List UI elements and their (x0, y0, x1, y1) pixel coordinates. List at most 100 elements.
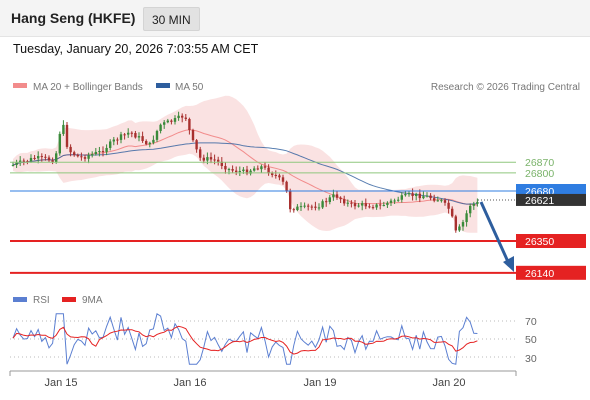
candle-body (206, 157, 209, 161)
candle-body (263, 166, 267, 168)
candle-body (148, 142, 151, 145)
forecast-arrow (479, 201, 514, 272)
candle-body (339, 197, 342, 200)
candle-body (80, 156, 83, 158)
candle-body (436, 200, 439, 202)
candle-body (65, 124, 69, 147)
candle-body (83, 157, 87, 159)
candle-body (15, 162, 18, 165)
candle-body (353, 203, 357, 207)
ma20-line (12, 129, 478, 206)
candle-body (209, 157, 213, 160)
candle-body (170, 120, 173, 122)
rsi-tick-30: 30 (525, 353, 537, 365)
candle-body (29, 157, 33, 162)
timestamp: Tuesday, January 20, 2026 7:03:55 AM CET (13, 42, 259, 56)
candle-body (314, 206, 317, 208)
candle-body (274, 174, 277, 176)
candle-body (375, 204, 378, 208)
candle-body (213, 159, 216, 161)
candle-body (289, 191, 292, 210)
candle-body (454, 216, 457, 231)
support-2-tag (516, 265, 586, 280)
candle-body (271, 173, 274, 175)
candle-body (155, 130, 159, 140)
candle-body (393, 200, 396, 202)
candle-body (173, 118, 177, 122)
candle-body (361, 203, 364, 206)
timeframe-button[interactable]: 30 MIN (143, 7, 200, 31)
candle-body (281, 177, 285, 182)
candle-body (253, 168, 256, 171)
candle-body (368, 206, 371, 208)
candle-body (202, 157, 205, 161)
candle-body (184, 117, 187, 119)
indicator-lines (12, 129, 478, 206)
candle-body (224, 165, 227, 170)
x-tick-jan20: Jan 20 (432, 377, 465, 389)
candle-body (69, 146, 72, 153)
last-price-tag (516, 193, 586, 206)
candle-body (389, 200, 393, 203)
candle-body (191, 130, 195, 141)
candle-body (22, 160, 25, 162)
ma9-legend-swatch (62, 297, 76, 302)
candle-body (238, 171, 241, 173)
last-price-label: 26621 (525, 195, 554, 207)
candle-body (55, 153, 58, 163)
candle-body (220, 161, 223, 166)
candle-body (461, 222, 465, 227)
candle-body (249, 170, 252, 174)
candle-body (440, 200, 443, 202)
candle-body (19, 160, 22, 163)
chart-header: Hang Seng (HKFE) 30 MIN (0, 0, 590, 37)
candle-body (123, 134, 126, 136)
candle-body (33, 157, 36, 159)
candle-body (130, 132, 133, 134)
candle-body (127, 132, 130, 135)
support-1-tag (516, 234, 586, 248)
candle-body (11, 164, 15, 166)
candle-body (163, 122, 166, 125)
instrument-title: Hang Seng (HKFE) (11, 10, 136, 26)
candle-body (119, 134, 123, 140)
candle-body (58, 133, 61, 154)
candle-body (321, 201, 324, 208)
rsi-ma9-line (12, 325, 478, 355)
candle-body (40, 156, 43, 158)
candle-body (267, 167, 270, 174)
candle-body (98, 151, 101, 153)
candle-body (443, 200, 447, 203)
candle-body (231, 169, 234, 171)
candle-body (62, 124, 65, 134)
candle-body (181, 115, 184, 118)
candle-body (418, 193, 421, 199)
ma50-legend-label: MA 50 (175, 82, 204, 93)
candle-body (26, 161, 29, 163)
candle-body (317, 207, 321, 209)
candle-body (51, 160, 54, 163)
candle-body (199, 149, 202, 158)
ma50-line (12, 142, 478, 205)
support-1-label: 26350 (525, 236, 554, 248)
candle-body (447, 202, 450, 209)
candle-body (415, 193, 418, 197)
candle-body (87, 155, 90, 159)
candle-body (371, 207, 375, 209)
candle-body (195, 140, 198, 150)
candle-body (188, 118, 191, 131)
candle-body (433, 198, 436, 201)
x-tick-jan16: Jan 16 (173, 377, 206, 389)
rsi-legend-swatch (13, 297, 27, 302)
candle-body (91, 154, 94, 156)
candle-body (458, 226, 461, 231)
candle-body (145, 140, 148, 145)
candle-body (325, 201, 328, 203)
x-tick-jan19: Jan 19 (303, 377, 336, 389)
candle-body (292, 209, 295, 211)
candle-body (44, 156, 47, 158)
candle-body (397, 199, 400, 201)
candle-body (472, 203, 475, 206)
candle-body (285, 181, 288, 192)
ma50-legend-swatch (156, 83, 170, 88)
